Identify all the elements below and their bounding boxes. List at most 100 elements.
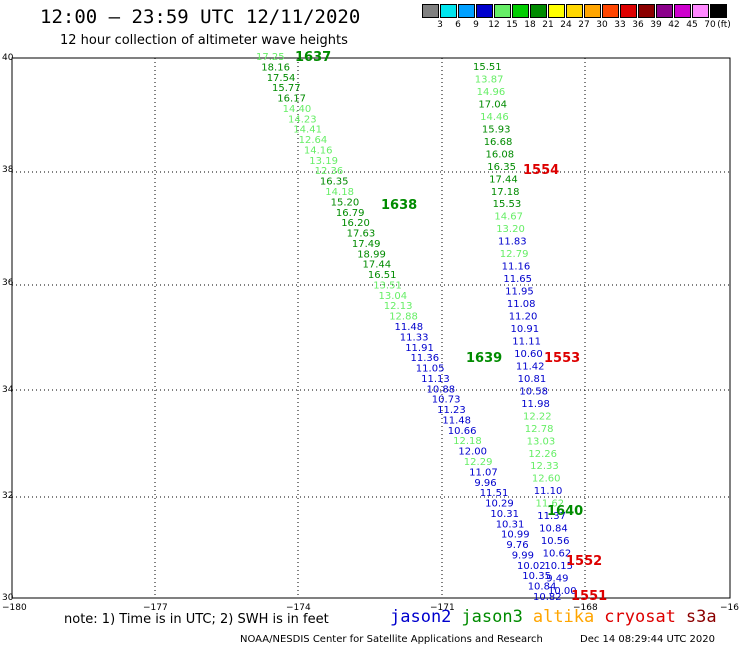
swh-value: 10.56: [541, 536, 570, 547]
pass-number-label: 1639: [466, 351, 502, 366]
swh-value: 9.96: [474, 478, 496, 489]
longitude-tick: −16: [720, 603, 739, 613]
swh-value: 15.53: [493, 199, 522, 210]
swh-value: 16.35: [487, 162, 516, 173]
legend-label: 18: [524, 20, 536, 30]
footer-note: note: 1) Time is in UTC; 2) SWH is in fe…: [64, 612, 329, 627]
swh-value: 14.23: [288, 114, 317, 125]
longitude-tick: −168: [573, 603, 598, 613]
swh-value: 14.18: [325, 187, 354, 198]
longitude-tick: −177: [143, 603, 168, 613]
swh-value: 9.76: [506, 540, 528, 551]
swh-value: 12.33: [530, 461, 559, 472]
legend-swatch: [638, 4, 655, 18]
swh-value: 10.84: [539, 524, 568, 535]
footer-timestamp: Dec 14 08:29:44 UTC 2020: [580, 634, 715, 645]
legend-label: 45: [686, 20, 698, 30]
swh-value: 10.15: [544, 561, 573, 572]
swh-value: 13.87: [475, 75, 504, 86]
swh-value: 12.78: [525, 424, 554, 435]
swh-value: 12.60: [532, 474, 561, 485]
swh-value: 12.22: [523, 411, 552, 422]
legend-swatch: [494, 4, 511, 18]
legend-label: 42: [668, 20, 680, 30]
swh-value: 17.44: [363, 260, 392, 271]
legend-swatch: [692, 4, 709, 18]
legend-swatch: [440, 4, 457, 18]
pass-number-label: 1638: [381, 198, 417, 213]
longitude-tick: −171: [430, 603, 455, 613]
swh-value: 17.04: [478, 99, 507, 110]
latitude-tick: 40: [2, 53, 14, 63]
swh-value: 17.25: [256, 52, 285, 63]
legend-label: 24: [560, 20, 572, 30]
swh-value: 16.68: [484, 137, 513, 148]
pass-number-label: 1554: [523, 163, 559, 178]
swh-value: 11.91: [405, 343, 434, 354]
swh-value: 15.77: [272, 83, 301, 94]
swh-value: 11.37: [537, 511, 566, 522]
swh-value: 12.88: [389, 312, 418, 323]
legend-label: 6: [455, 20, 461, 30]
swh-value: 11.51: [480, 488, 509, 499]
swh-value: 12.13: [384, 301, 413, 312]
swh-value: 13.51: [373, 281, 402, 292]
swh-value: 14.67: [494, 212, 523, 223]
latitude-tick: 30: [2, 593, 14, 603]
legend-label: 21: [542, 20, 554, 30]
pass-labels: 1637 1638 1639 1640 1554 1553 1552 1551: [295, 50, 607, 604]
swh-value: 11.13: [421, 374, 450, 385]
swh-value: 10.82: [533, 592, 562, 603]
swh-value: 12.26: [528, 449, 557, 460]
swh-value: 12.18: [453, 436, 482, 447]
swh-value: 18.16: [261, 62, 290, 73]
swh-value: 16.35: [320, 177, 349, 188]
swh-value: 15.20: [331, 197, 360, 208]
swh-value: 16.08: [486, 149, 515, 160]
legend-swatch: [710, 4, 727, 18]
swh-value: 17.44: [489, 174, 518, 185]
swh-value: 11.11: [512, 337, 541, 348]
map-title: 12:00 — 23:59 UTC 12/11/2020: [40, 6, 361, 28]
swh-value: 16.51: [368, 270, 397, 281]
swh-value: 16.17: [277, 94, 306, 105]
legend-swatch: [566, 4, 583, 18]
legend-label: 9: [473, 20, 479, 30]
swh-value: 13.03: [527, 436, 556, 447]
swh-value: 16.79: [336, 208, 365, 219]
longitude-tick: −174: [286, 603, 311, 613]
track-west: 17.2518.1617.5415.7716.1714.4014.2314.41…: [256, 52, 562, 603]
footer-credit: NOAA/NESDIS Center for Satellite Applica…: [240, 634, 543, 645]
swh-value: 9.99: [512, 551, 534, 562]
swh-value: 12.64: [299, 135, 328, 146]
legend-label: 36: [632, 20, 644, 30]
swh-value: 10.58: [519, 386, 548, 397]
latitude-tick: 36: [2, 278, 14, 288]
swh-value: 17.49: [352, 239, 381, 250]
legend-swatch: [602, 4, 619, 18]
swh-value: 10.73: [432, 395, 461, 406]
pass-number-label: 1637: [295, 50, 331, 65]
legend-swatch: [422, 4, 439, 18]
swh-value: 12.00: [458, 447, 487, 458]
swh-value: 11.20: [509, 312, 538, 323]
legend-unit: (ft): [717, 20, 731, 30]
swh-value: 17.63: [347, 229, 376, 240]
swh-value: 11.42: [516, 361, 545, 372]
swh-value: 16.20: [341, 218, 370, 229]
swh-value: 13.04: [379, 291, 408, 302]
legend-label: 3: [437, 20, 443, 30]
swh-value: 10.00: [548, 586, 577, 597]
satellite-legend-item: altika: [532, 607, 595, 627]
map-frame: [11, 57, 731, 599]
legend-label: 70: [704, 20, 716, 30]
swh-value: 10.60: [514, 349, 543, 360]
swh-value: 10.29: [485, 499, 514, 510]
pass-number-label: 1552: [566, 554, 602, 569]
legend-swatch: [512, 4, 529, 18]
swh-value: 15.93: [482, 124, 511, 135]
swh-value: 11.07: [469, 467, 498, 478]
swh-value: 12.36: [315, 166, 344, 177]
swh-value: 11.08: [507, 299, 536, 310]
